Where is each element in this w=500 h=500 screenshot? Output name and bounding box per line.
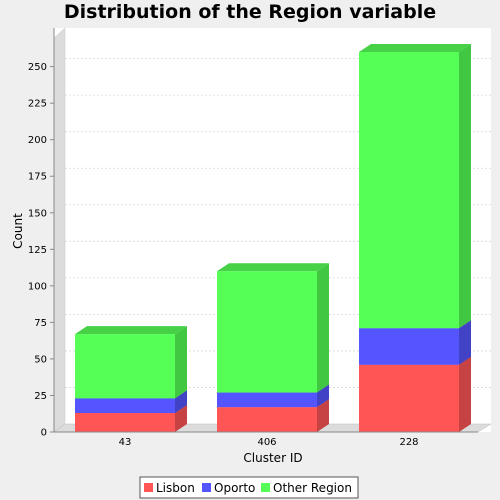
legend-swatch: [202, 483, 211, 492]
y-tick-label: 200: [28, 135, 47, 146]
bar-front: [217, 271, 317, 393]
bar-segment: [359, 356, 471, 432]
legend-label: Other Region: [273, 481, 352, 495]
y-tick-label: 50: [34, 354, 47, 365]
plot-left-wall: [53, 27, 66, 433]
legend-label: Oporto: [214, 481, 255, 495]
bar-side: [175, 326, 187, 399]
bars: [75, 44, 471, 432]
bar-segment: [75, 326, 187, 399]
bar-front: [217, 392, 317, 408]
bar-front: [75, 398, 175, 413]
bar-front: [217, 407, 317, 432]
legend-swatch: [261, 483, 270, 492]
bar-front: [75, 413, 175, 432]
bar-front: [359, 52, 459, 329]
bar-segment: [217, 263, 329, 393]
bar-front: [75, 334, 175, 399]
x-tick-label: 43: [119, 437, 132, 448]
y-tick-label: 75: [34, 318, 47, 329]
legend-box: [139, 476, 359, 499]
y-tick-label: 125: [28, 245, 47, 256]
x-axis: 43 406 228: [54, 431, 478, 448]
bar-top: [75, 326, 187, 335]
y-tick-label: 0: [41, 428, 47, 439]
legend-label: Lisbon: [156, 481, 195, 495]
bar-side: [175, 390, 187, 413]
bar-side: [459, 320, 471, 365]
bar-side: [317, 263, 329, 393]
x-tick-label: 228: [399, 437, 418, 448]
bar-segment: [359, 44, 471, 329]
bar-front: [359, 328, 459, 365]
bar-side: [459, 44, 471, 329]
y-tick-label: 25: [34, 391, 47, 402]
legend-swatch: [144, 483, 153, 492]
bar-top: [359, 44, 471, 52]
y-tick-label: 225: [28, 99, 47, 110]
bar-side: [317, 399, 329, 432]
y-tick-label: 150: [28, 208, 47, 219]
y-tick-label: 250: [28, 62, 47, 73]
bar-top: [217, 263, 329, 272]
bar-side: [459, 356, 471, 432]
chart-title: Distribution of the Region variable: [64, 1, 436, 23]
x-tick-label: 406: [257, 437, 276, 448]
y-tick-label: 175: [28, 172, 47, 183]
legend: Lisbon Oporto Other Region: [139, 476, 359, 499]
y-axis: 0 25 50 75 100 125 150 175 200 225 250: [28, 28, 55, 439]
y-axis-label: Count: [11, 213, 25, 249]
x-axis-label: Cluster ID: [243, 451, 302, 465]
bar-front: [359, 364, 459, 432]
y-tick-label: 100: [28, 281, 47, 292]
bar-side: [317, 384, 329, 408]
bar-side: [175, 405, 187, 432]
